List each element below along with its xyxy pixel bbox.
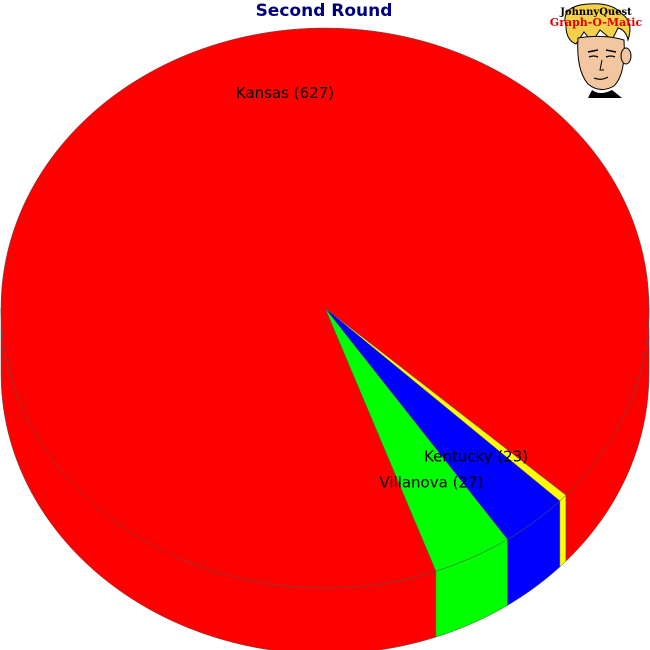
pie-side-walls [0,307,650,650]
pie-label-kansas: Kansas (627) [236,84,334,102]
pie-labels: Villanova (27) Kentucky (23) Kansas (627) [236,84,528,491]
logo-eyes [588,55,616,58]
logo-ear [620,47,632,65]
logo-text-line2: Graph-O-Matic [550,16,643,29]
pie-top-faces [0,27,650,589]
pie-slice-kansas [0,27,650,589]
logo-mouth [593,76,609,80]
chart-title: Second Round [256,1,393,21]
pie-label-kentucky: Kentucky (23) [424,448,528,466]
pie-label-villanova: Villanova (27) [379,473,483,491]
pie-side-other [559,494,567,568]
logo-brows [587,49,617,53]
logo-text-line1: JohnnyQuest [559,7,632,18]
logo-shirt [588,90,622,98]
graph-o-matic-logo: JohnnyQuest Graph-O-Matic [550,3,643,98]
pie-slice-kentucky [324,307,561,540]
logo-hair [564,3,631,45]
logo-nose [599,59,604,71]
pie-slice-villanova [324,307,508,572]
